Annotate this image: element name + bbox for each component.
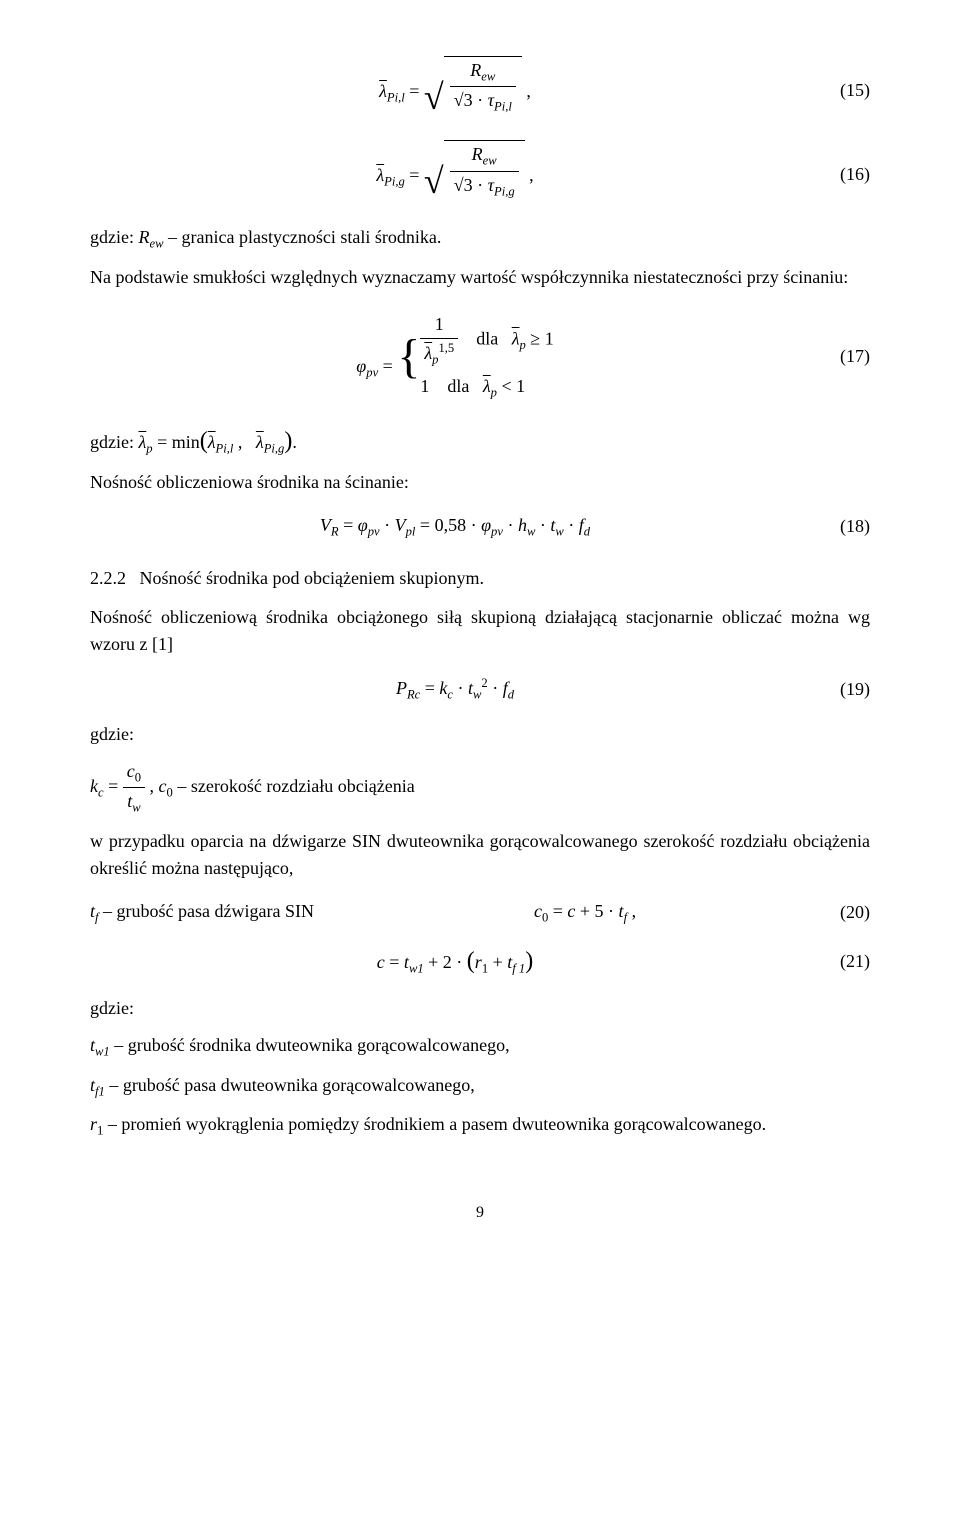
equation-18: VR = φpv · Vpl = 0,58 · φpv · hw · tw · … [90, 512, 870, 541]
equation-17-body: φpv = { 1 λp1,5 dla λp ≥ 1 1 dla λp < 1 [90, 307, 820, 407]
equation-15-number: (15) [820, 77, 870, 104]
text-gdzie-lambdap: gdzie: λp = min(λPi,l , λPi,g). [90, 423, 870, 459]
text-tw1: tw1 – grubość środnika dwuteownika gorąc… [90, 1032, 870, 1061]
desc-r1: – promień wyokrąglenia pomiędzy środniki… [103, 1114, 766, 1134]
desc-tw1: – grubość środnika dwuteownika gorącowal… [110, 1035, 510, 1055]
equation-16: λPi,g = √ Rew √3 · τPi,g , (16) [90, 140, 870, 208]
equation-20-number: (20) [820, 899, 870, 926]
equation-18-number: (18) [820, 513, 870, 540]
equation-17: φpv = { 1 λp1,5 dla λp ≥ 1 1 dla λp < 1 [90, 307, 870, 407]
section-title: Nośność środnika pod obciążeniem skupion… [140, 568, 484, 588]
equation-20-body: c0 = c + 5 · tf , [350, 898, 820, 927]
page-number: 9 [90, 1201, 870, 1225]
text-gdzie-rew: gdzie: Rew – granica plastyczności stali… [90, 224, 870, 253]
label-gdzie-2: gdzie: [90, 432, 138, 452]
equation-21-body: c = tw1 + 2 · (r1 + tf 1) [90, 943, 820, 979]
equation-20: tf – grubość pasa dźwigara SIN c0 = c + … [90, 898, 870, 927]
text-nosnosc-scinanie: Nośność obliczeniowa środnika na ścinani… [90, 469, 870, 496]
equation-15: λPi,l = √ Rew √3 · τPi,l , (15) [90, 56, 870, 124]
equation-19: PRc = kc · tw2 · fd (19) [90, 674, 870, 704]
equation-16-body: λPi,g = √ Rew √3 · τPi,g , [90, 140, 820, 208]
text-oparcie-sin: w przypadku oparcia na dźwigarze SIN dwu… [90, 828, 870, 882]
label-gdzie-4: gdzie: [90, 995, 870, 1022]
equation-21: c = tw1 + 2 · (r1 + tf 1) (21) [90, 943, 870, 979]
text-smuklosci: Na podstawie smukłości względnych wyznac… [90, 264, 870, 291]
section-222: 2.2.2 Nośność środnika pod obciążeniem s… [90, 565, 870, 592]
section-number: 2.2.2 [90, 568, 126, 588]
equation-19-number: (19) [820, 676, 870, 703]
text-kc-def: kc = c0 tw , c0 – szerokość rozdziału ob… [90, 758, 870, 818]
desc-tf1: – grubość pasa dwuteownika gorącowalcowa… [105, 1075, 475, 1095]
text-tf1: tf1 – grubość pasa dwuteownika gorącowal… [90, 1072, 870, 1101]
equation-21-number: (21) [820, 948, 870, 975]
text-tf-desc: tf – grubość pasa dźwigara SIN [90, 898, 350, 927]
equation-17-number: (17) [820, 343, 870, 370]
text-r1: r1 – promień wyokrąglenia pomiędzy środn… [90, 1111, 870, 1140]
equation-16-number: (16) [820, 161, 870, 188]
equation-19-body: PRc = kc · tw2 · fd [90, 674, 820, 704]
desc-rew: – granica plastyczności stali środnika. [163, 227, 441, 247]
equation-18-body: VR = φpv · Vpl = 0,58 · φpv · hw · tw · … [90, 512, 820, 541]
desc-tf: – grubość pasa dźwigara SIN [99, 901, 314, 921]
label-gdzie-3: gdzie: [90, 721, 870, 748]
label-gdzie-1: gdzie: [90, 227, 138, 247]
equation-15-body: λPi,l = √ Rew √3 · τPi,l , [90, 56, 820, 124]
text-nosnosc-skupiona: Nośność obliczeniową środnika obciążoneg… [90, 604, 870, 658]
